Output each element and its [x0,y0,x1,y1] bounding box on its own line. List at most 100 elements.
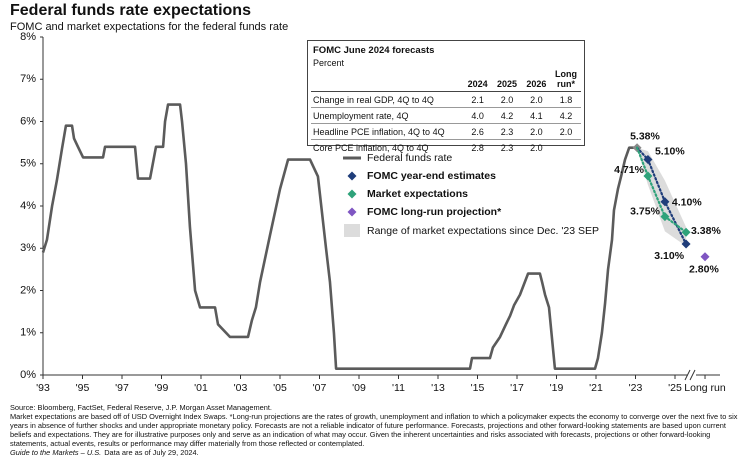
x-tick-label: '99 [155,382,169,394]
legend-label: Federal funds rate [367,152,452,164]
table-row-label: Core PCE inflation, 4Q to 4Q [313,142,429,153]
x-tick-label: '21 [589,382,603,394]
axis-break-mark [684,369,691,381]
table-cell: 4.2 [551,107,581,124]
table-column-header: 2026 [521,69,551,92]
y-tick-label: 1% [20,327,36,339]
legend-swatch [344,224,360,237]
table-cell: 2.0 [551,123,581,140]
value-label: 3.10% [654,250,684,262]
y-tick-label: 6% [20,115,36,127]
axis-break [684,369,696,381]
table-cell: 2.3 [500,142,514,153]
x-tick-label: '05 [273,382,287,394]
chart-title: Federal funds rate expectations [10,2,251,19]
table-cell: 2.0 [521,123,551,140]
source-note: Source: Bloomberg, FactSet, Federal Rese… [10,403,272,412]
x-tick-label: '03 [234,382,248,394]
forecast-table: FOMC June 2024 forecasts Percent 2024 202… [307,40,585,153]
projection-marker [643,155,653,165]
table-cell: 4.2 [492,107,522,124]
disclaimer: Market expectations are based off of USD… [10,412,738,449]
value-label: 5.10% [655,145,685,157]
y-tick-label: 3% [20,242,36,254]
legend-swatch [347,189,357,199]
projection-marker [681,239,691,249]
range-band [637,147,687,247]
table: 2024 2025 2026 Long run* Change in real GDP,… [311,69,581,155]
y-tick-label: 8% [20,31,36,43]
table-row: Unemployment rate, 4Q 4.0 4.2 4.1 4.2 [311,107,581,124]
table-row: Headline PCE inflation, 4Q to 4Q 2.6 2.3 2.… [311,123,581,140]
value-label: 3.75% [630,205,660,217]
x-tick-label: '19 [550,382,564,394]
legend-swatch [347,171,357,181]
table-row-label: Unemployment rate, 4Q [311,107,463,124]
x-tick-label: '15 [471,382,485,394]
trend-start [635,146,650,178]
legend-swatch [347,207,357,217]
projection-marker [700,252,710,262]
value-label: 3.38% [691,225,721,237]
table-cell: 2.0 [492,91,522,108]
table-cell: 2.6 [463,123,493,140]
table-cell: 2.3 [492,123,522,140]
value-label: 4.10% [672,197,702,209]
table-cell: 4.0 [463,107,493,124]
table-cell: 2.8 [471,142,484,153]
y-tick-label: 0% [20,369,36,381]
table-title: FOMC June 2024 forecasts [313,45,435,56]
table-column-header: 2024 [463,69,493,92]
table-cell: 2.0 [530,142,543,153]
x-tick-label: '17 [510,382,524,394]
x-tick-label: '07 [313,382,327,394]
table-cell: 4.1 [521,107,551,124]
x-tick-label: '97 [115,382,129,394]
legend-label: FOMC long-run projection* [367,206,502,218]
x-tick-label: '25 [668,382,682,394]
projection-marker [643,171,653,181]
table-corner [311,69,463,92]
legend-label: Market expectations [367,188,468,200]
fed-funds-line [41,103,638,370]
x-tick-label: '09 [352,382,366,394]
guide-name: Guide to the Markets – U.S. [10,448,102,458]
table-cell: 2.0 [521,91,551,108]
x-tick-label: '11 [392,382,405,394]
guide-note: Guide to the Markets – U.S. Data are as o… [10,448,738,457]
y-tick-label: 4% [20,200,36,212]
footnotes: Source: Bloomberg, FactSet, Federal Rese… [10,403,738,458]
table-row-label: Headline PCE inflation, 4Q to 4Q [311,123,463,140]
projection-marker [681,227,691,237]
value-label: 4.71% [614,164,644,176]
legend-label: Range of market expectations since Dec. … [367,225,599,237]
table-column-header: 2025 [492,69,522,92]
table-row-label: Change in real GDP, 4Q to 4Q [311,91,463,108]
value-label: 2.80% [689,263,719,275]
legend-label: FOMC year-end estimates [367,170,496,182]
x-tick-label: '13 [431,382,445,394]
table-cell [551,140,581,156]
axis-break-mark [689,369,696,381]
x-tick-label: '01 [194,382,208,394]
x-tick-label: '93 [36,382,50,394]
projection-marker [660,197,670,207]
table-column-header: Long run* [551,69,581,92]
x-tick-label: Long run [684,382,726,394]
end-label: 5.38% [630,130,660,142]
chart: Federal funds rate expectations FOMC and… [10,2,726,394]
table-subtitle: Percent [313,58,345,68]
table-cell: 1.8 [551,91,581,108]
y-tick-label: 2% [20,284,36,296]
table-row: Change in real GDP, 4Q to 4Q 2.1 2.0 2.0 1.8 [311,91,581,108]
guide-date: Data are as of July 29, 2024. [104,448,199,458]
x-tick-label: '95 [76,382,90,394]
chart-subtitle: FOMC and market expectations for the fed… [10,21,288,33]
y-tick-label: 7% [20,73,36,85]
x-tick-label: '23 [629,382,643,394]
y-tick-label: 5% [20,158,36,170]
table-cell: 2.1 [463,91,493,108]
table-row: Core PCE inflation, 4Q to 4Q 2.8 2.3 2.0 [311,140,581,156]
projection-marker [660,212,670,222]
